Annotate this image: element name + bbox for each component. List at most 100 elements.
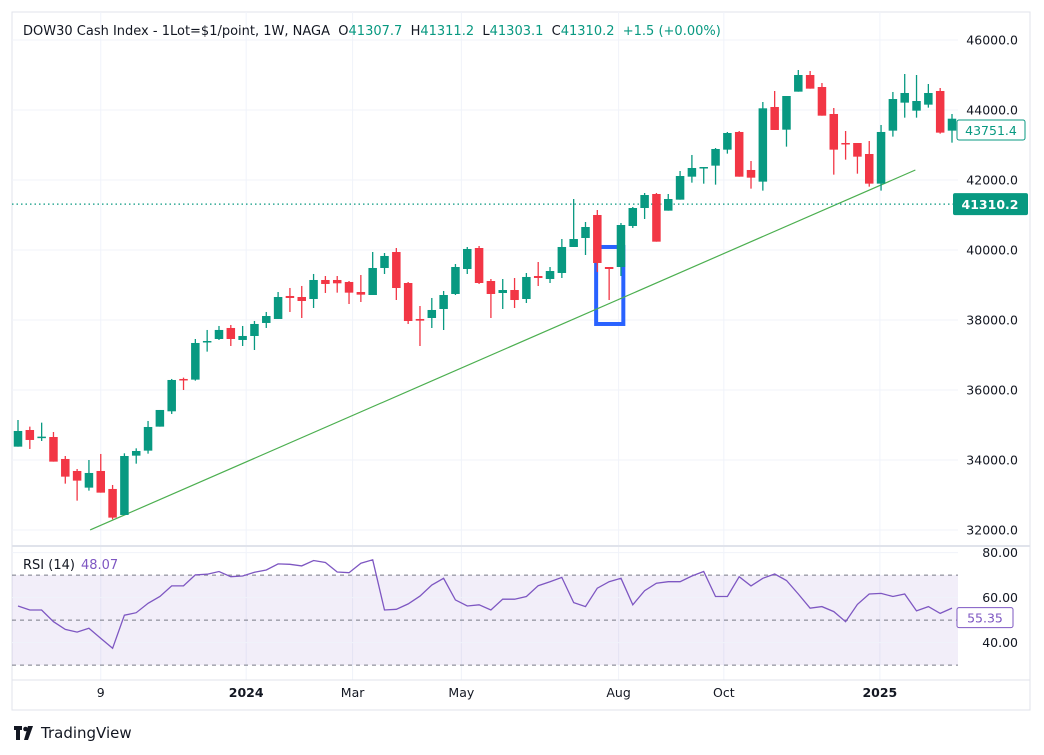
rsi-axis-label: 80.00 [982,545,1018,560]
candle-body [13,430,23,447]
price-axis-label: 32000.0 [966,522,1018,537]
candle [947,113,957,143]
candle-body [498,289,507,294]
candle-body [723,132,732,150]
rsi-line [17,558,953,650]
candle [202,329,212,352]
candle-body [49,436,58,462]
candle-body [841,143,850,145]
time-axis-label: 2024 [229,685,264,700]
candle-body [912,101,921,111]
candle-body [321,279,330,284]
candle-body [557,246,567,273]
close-value: 41310.2 [560,24,615,39]
time-axis-label: Aug [606,685,630,700]
candle [309,273,318,308]
candle-body [451,267,460,294]
candle [474,246,484,284]
last-close-label-box [956,119,1026,141]
candle-body [675,176,685,200]
candle [664,193,673,211]
rsi-value-label-box [956,607,1014,629]
candle-body [474,248,484,283]
candle [380,253,389,275]
candle-body [368,267,377,296]
candle-body [770,106,779,130]
candle [675,171,685,200]
candle [593,209,602,273]
close-label: C [551,24,561,39]
candle [628,206,638,228]
candle [510,277,519,308]
candle [368,251,377,296]
rsi-axis-label: 40.00 [982,635,1018,650]
candle [817,83,827,116]
low-label: L [482,24,490,39]
change-value: +1.5 (+0.00%) [622,24,721,39]
candle [829,108,839,175]
candle [179,377,188,390]
candle [604,267,614,301]
candle-body [155,409,165,427]
tradingview-logo[interactable]: TradingView [14,724,132,742]
candle [143,420,153,454]
candle [841,131,850,160]
logo-text: TradingView [41,724,132,742]
open-value: 41307.7 [348,24,403,39]
candle [463,246,472,275]
tradingview-logo-icon [14,726,33,740]
candle-body [581,227,590,238]
candle-body [545,270,555,280]
candle-body [687,167,697,177]
candle-body [415,318,425,321]
candle [853,143,862,174]
price-axis-label: 38000.0 [966,312,1018,327]
candle [25,426,35,449]
candle [711,148,720,185]
candle [557,239,567,278]
candle-body [108,488,117,518]
candle [321,275,330,293]
candle-body [569,239,578,247]
candle [262,311,271,328]
symbol-title[interactable]: DOW30 Cash Index - 1Lot=$1/point, 1W, NA… [23,24,331,39]
candle-body [309,279,318,299]
candle-body [262,316,271,323]
candle [273,291,283,319]
candle-body [746,169,756,178]
candle [120,453,129,515]
candle-body [403,282,413,322]
candle [935,87,945,134]
candle-body [853,143,862,157]
candle-body [131,450,141,456]
high-label: H [410,24,421,39]
candle [912,75,921,118]
candle-body [297,296,306,301]
candle [96,453,106,493]
candle [13,419,23,447]
candle-body [344,281,354,293]
candle-body [900,92,909,103]
rsi-label[interactable]: RSI (14) [23,558,75,573]
candle-body [37,436,46,439]
candle [392,248,401,301]
candle [581,221,590,256]
candle [616,223,626,276]
candle [746,160,756,189]
candle [250,320,259,350]
candle-body [888,99,898,131]
candle-body [864,153,874,184]
chart-frame [11,11,1031,711]
candle-body [794,75,803,92]
candle-body [782,96,791,130]
candle-body [250,323,259,336]
price-axis-label: 42000.0 [966,172,1018,187]
candle-body [120,455,129,515]
candle-body [734,131,744,177]
rsi-axis-label: 60.00 [982,590,1018,605]
candle [415,305,425,346]
candle [699,167,708,184]
candle-body [273,296,283,319]
candle-body [202,340,212,343]
